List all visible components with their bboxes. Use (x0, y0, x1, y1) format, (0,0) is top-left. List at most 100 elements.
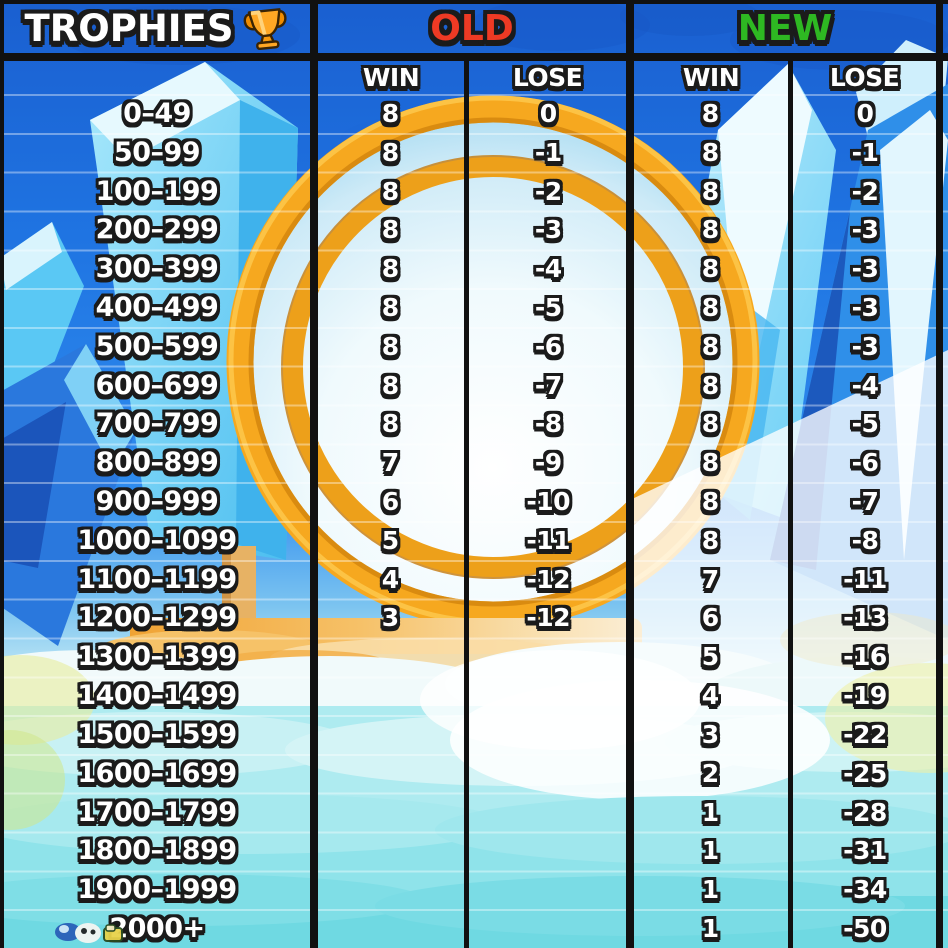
new-lose-value: -1 (851, 137, 879, 167)
old-win-value: 8 (381, 176, 399, 206)
trophy-range: 1800–1899 (77, 835, 237, 867)
new-lose-column-header: LOSE (829, 63, 900, 92)
old-win-value: 5 (381, 525, 399, 555)
new-win-value: 7 (701, 564, 719, 594)
table-row: 1400–1499 4 -19 (0, 676, 948, 715)
trophy-table-body: 0–49 8 0 8 0 50–99 8 -1 8 -1 100–199 8 -2 8 -2 200–299 8… (0, 94, 948, 948)
trophy-range: 1600–1699 (77, 757, 237, 789)
new-win-value: 8 (701, 137, 719, 167)
new-win-value: 3 (701, 719, 719, 749)
right-border (936, 0, 943, 948)
watermark-logo (55, 923, 123, 943)
trophies-header: TROPHIES (4, 3, 310, 53)
trophy-range: 300–399 (95, 253, 219, 285)
old-win-value: 4 (381, 564, 399, 594)
trophy-range: 50–99 (113, 136, 201, 168)
new-win-value: 8 (701, 525, 719, 555)
new-win-value: 1 (701, 797, 719, 827)
old-lose-value: -3 (534, 215, 562, 245)
new-win-value: 8 (701, 254, 719, 284)
new-win-value: 1 (701, 913, 719, 943)
new-win-value: 8 (701, 370, 719, 400)
old-lose-value: -4 (534, 254, 562, 284)
new-win-value: 2 (701, 758, 719, 788)
old-lose-value: -12 (526, 564, 571, 594)
new-win-value: 8 (701, 448, 719, 478)
trophy-range: 600–699 (95, 369, 219, 401)
table-row: 200–299 8 -3 8 -3 (0, 210, 948, 249)
old-lose-value: -5 (534, 292, 562, 322)
new-lose-value: -13 (843, 603, 887, 633)
old-lose-value: -7 (534, 370, 562, 400)
new-lose-value: -4 (851, 370, 879, 400)
new-lose-value: -28 (843, 797, 887, 827)
old-lose-value: -1 (534, 137, 562, 167)
old-label: OLD (430, 7, 514, 49)
new-lose-value: -3 (851, 254, 879, 284)
new-win-value: 5 (701, 642, 719, 672)
old-win-value: 8 (381, 137, 399, 167)
trophy-range: 1500–1599 (77, 718, 237, 750)
divider-old-new (626, 0, 634, 948)
old-lose-value: 0 (539, 98, 557, 128)
header-divider (0, 53, 948, 61)
trophy-range: 0–49 (123, 97, 191, 129)
old-win-value: 6 (381, 487, 399, 517)
new-lose-value: -34 (843, 875, 887, 905)
new-lose-value: -25 (843, 758, 887, 788)
old-win-value: 8 (381, 370, 399, 400)
table-row: 900–999 6 -10 8 -7 (0, 482, 948, 521)
trophy-range: 1000–1099 (77, 524, 237, 556)
trophy-range: 900–999 (95, 486, 219, 518)
table-row: 600–699 8 -7 8 -4 (0, 366, 948, 405)
trophy-range: 1400–1499 (77, 680, 237, 712)
new-win-value: 4 (701, 681, 719, 711)
trophy-icon (244, 8, 288, 51)
table-row: 1300–1399 5 -16 (0, 637, 948, 676)
trophy-range: 500–599 (95, 330, 219, 362)
table-row: 700–799 8 -8 8 -5 (0, 405, 948, 444)
new-lose-value: -11 (843, 564, 887, 594)
trophy-range: 1300–1399 (77, 641, 237, 673)
divider-trophies-old (310, 0, 318, 948)
new-win-value: 8 (701, 292, 719, 322)
new-lose-value: -8 (851, 525, 879, 555)
old-lose-value: -2 (534, 176, 562, 206)
trophy-range: 1200–1299 (77, 602, 237, 634)
top-border (0, 0, 948, 4)
old-win-value: 8 (381, 254, 399, 284)
old-win-value: 8 (381, 98, 399, 128)
trophy-range: 200–299 (95, 214, 219, 246)
old-lose-value: -8 (534, 409, 562, 439)
old-lose-value: -9 (534, 448, 562, 478)
table-row: 1500–1599 3 -22 (0, 715, 948, 754)
old-header: OLD (318, 3, 626, 53)
old-win-value: 8 (381, 292, 399, 322)
trophy-range: 700–799 (95, 408, 219, 440)
table-row: 1000–1099 5 -11 8 -8 (0, 521, 948, 560)
old-lose-column-header: LOSE (512, 63, 583, 92)
table-row: 100–199 8 -2 8 -2 (0, 172, 948, 211)
new-lose-value: -5 (851, 409, 879, 439)
new-lose-value: -3 (851, 292, 879, 322)
new-lose-value: -6 (851, 448, 879, 478)
old-win-value: 8 (381, 215, 399, 245)
new-lose-value: -16 (843, 642, 887, 672)
new-lose-value: -3 (851, 331, 879, 361)
old-win-column-header: WIN (362, 63, 420, 92)
new-win-value: 1 (701, 836, 719, 866)
new-lose-value: 0 (856, 98, 874, 128)
new-win-value: 8 (701, 176, 719, 206)
trophy-range: 800–899 (95, 447, 219, 479)
table-row: 1100–1199 4 -12 7 -11 (0, 560, 948, 599)
new-win-value: 8 (701, 487, 719, 517)
new-label: NEW (737, 7, 833, 49)
old-lose-value: -10 (526, 487, 571, 517)
new-lose-value: -31 (843, 836, 887, 866)
trophy-range: 100–199 (95, 175, 219, 207)
old-win-value: 8 (381, 409, 399, 439)
table-row: 1700–1799 1 -28 (0, 793, 948, 832)
trophy-range: 1900–1999 (77, 874, 237, 906)
old-lose-value: -11 (526, 525, 571, 555)
